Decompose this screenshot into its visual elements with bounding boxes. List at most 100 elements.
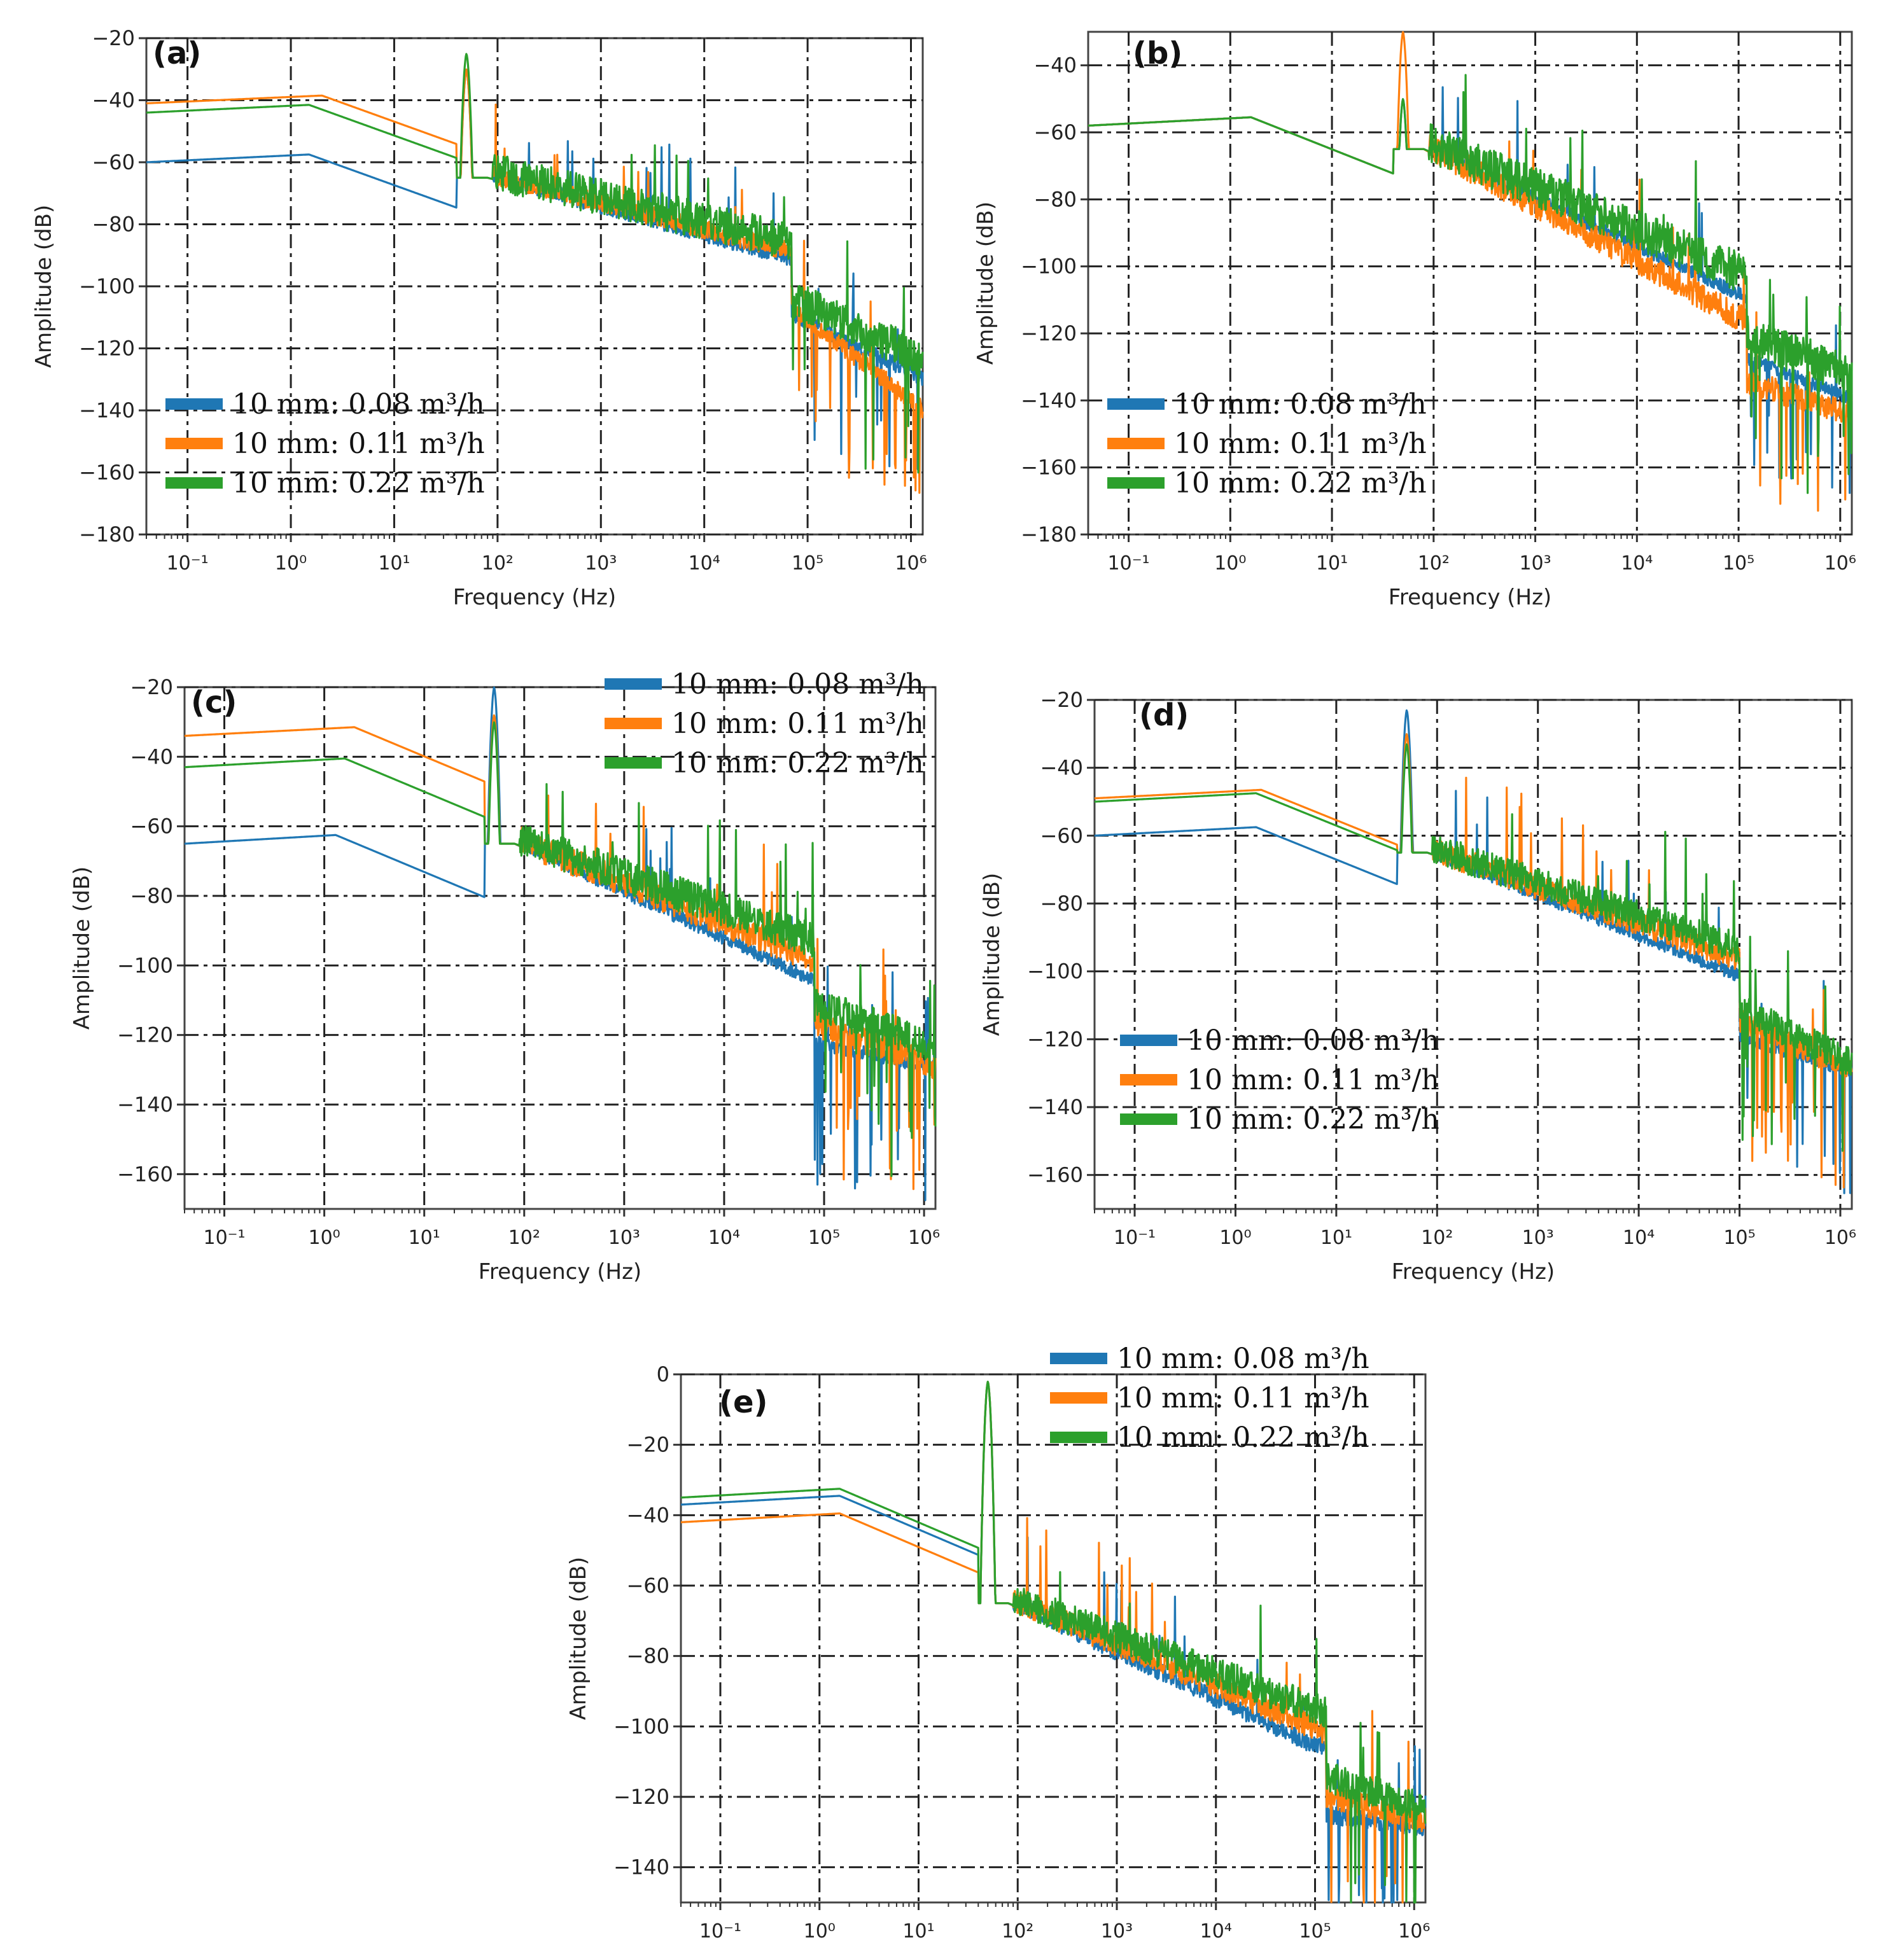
x-tick-label: 10¹	[902, 1920, 934, 1940]
x-tick-label: 10⁰	[1219, 1227, 1251, 1249]
x-tick-label: 10³	[608, 1227, 640, 1249]
legend-swatch	[605, 757, 662, 769]
x-tick-label: 10⁻¹	[1108, 552, 1150, 575]
y-tick-label: −180	[79, 522, 135, 547]
x-tick-label: 10⁶	[1398, 1920, 1430, 1940]
x-tick-label: 10⁴	[1621, 552, 1653, 575]
chart-panel-a: 10⁻¹ 10⁰ 10¹ 10² 10³ 10⁴ 10⁵ 10⁶ −20 −40 −60 −80 −10…	[31, 26, 927, 610]
x-tick-label: 10³	[1519, 552, 1551, 575]
series-line-3	[1088, 74, 1853, 494]
chart-panel-e: 10⁻¹ 10⁰ 10¹ 10² 10³ 10⁴ 10⁵ 10⁶ 0 −20 −40 −60 −80 −1…	[566, 1343, 1430, 1940]
y-tick-label: −80	[626, 1644, 669, 1668]
x-tick-label: 10⁰	[1214, 552, 1246, 575]
legend-entry: 10 mm: 0.22 m³/h	[232, 467, 485, 499]
x-tick-label: 10⁴	[1623, 1227, 1655, 1249]
x-tick-label: 10⁵	[1299, 1920, 1331, 1940]
legend: 10 mm: 0.08 m³/h 10 mm: 0.11 m³/h 10 mm: 0…	[605, 668, 924, 779]
x-tick-label: 10⁻¹	[203, 1227, 245, 1249]
legend-swatch	[1050, 1432, 1107, 1443]
y-tick-label: −60	[626, 1574, 669, 1598]
y-tick-label: −80	[92, 213, 135, 237]
legend-swatch	[1107, 477, 1165, 489]
legend-entry: 10 mm: 0.08 m³/h	[1187, 1024, 1439, 1057]
y-tick-label: −140	[1027, 1095, 1083, 1119]
y-tick-label: −20	[1040, 688, 1083, 712]
y-tick-label: −100	[613, 1714, 669, 1738]
panel-label: (a)	[153, 36, 201, 71]
x-tick-label: 10³	[1522, 1227, 1554, 1249]
legend-entry: 10 mm: 0.08 m³/h	[1117, 1343, 1369, 1375]
legend-swatch	[165, 438, 223, 449]
x-tick-label: 10⁰	[804, 1920, 836, 1940]
x-tick-label: 10¹	[409, 1227, 440, 1249]
x-tick-label: 10²	[1418, 552, 1450, 575]
chart-panel-d: 10⁻¹ 10⁰ 10¹ 10² 10³ 10⁴ 10⁵ 10⁶ −20 −40 −60 −80 −10…	[979, 688, 1856, 1285]
y-tick-label: −80	[130, 884, 173, 908]
legend-swatch	[1120, 1035, 1177, 1046]
y-tick-label: −60	[1033, 120, 1077, 144]
legend-swatch	[1050, 1392, 1107, 1404]
legend-swatch	[1050, 1353, 1107, 1364]
chart-panel-c: 10⁻¹ 10⁰ 10¹ 10² 10³ 10⁴ 10⁵ 10⁶ −20 −40 −60 −80 −10…	[69, 668, 940, 1285]
x-tick-label: 10⁰	[275, 552, 307, 575]
y-axis-label: Amplitude (dB)	[566, 1557, 591, 1720]
x-tick-label: 10²	[508, 1227, 540, 1249]
x-tick-label: 10³	[585, 552, 617, 575]
y-axis-label: Amplitude (dB)	[69, 867, 95, 1029]
x-tick-label: 10²	[482, 552, 514, 575]
x-tick-label: 10⁶	[1824, 552, 1856, 575]
x-tick-label: 10⁴	[689, 552, 720, 575]
x-tick-label: 10¹	[378, 552, 410, 575]
y-tick-label: −120	[1027, 1027, 1083, 1051]
x-axis-label: Frequency (Hz)	[479, 1259, 641, 1285]
y-axis-label: Amplitude (dB)	[973, 202, 998, 365]
panel-label: (c)	[191, 685, 237, 720]
plot-frame	[1093, 699, 1853, 1210]
legend-swatch	[1120, 1074, 1177, 1085]
x-tick-label: 10⁵	[792, 552, 823, 575]
y-tick-label: −120	[79, 337, 135, 361]
x-axis-label: Frequency (Hz)	[1392, 1259, 1555, 1285]
x-tick-label: 10⁶	[908, 1227, 940, 1249]
legend: 10 mm: 0.08 m³/h 10 mm: 0.11 m³/h 10 mm: 0…	[1107, 388, 1427, 499]
legend-entry: 10 mm: 0.08 m³/h	[1174, 388, 1427, 421]
legend-entry: 10 mm: 0.08 m³/h	[671, 668, 924, 701]
legend-entry: 10 mm: 0.11 m³/h	[1117, 1382, 1369, 1414]
y-tick-label: −80	[1040, 891, 1083, 916]
legend-entry: 10 mm: 0.22 m³/h	[1174, 467, 1427, 499]
legend-entry: 10 mm: 0.08 m³/h	[232, 388, 485, 421]
x-tick-label: 10⁵	[1723, 1227, 1755, 1249]
x-tick-label: 10⁵	[808, 1227, 840, 1249]
x-tick-label: 10⁰	[308, 1227, 340, 1249]
y-tick-label: −20	[626, 1433, 669, 1457]
legend-swatch	[605, 678, 662, 690]
y-tick-label: −40	[1033, 53, 1077, 78]
x-tick-label: 10²	[1421, 1227, 1453, 1249]
x-tick-label: 10⁶	[895, 552, 927, 575]
legend-swatch	[1107, 398, 1165, 410]
legend-entry: 10 mm: 0.11 m³/h	[232, 428, 485, 460]
legend-swatch	[605, 718, 662, 729]
panel-label: (b)	[1133, 36, 1182, 71]
legend-entry: 10 mm: 0.11 m³/h	[1187, 1064, 1439, 1096]
y-tick-label: −40	[130, 744, 173, 769]
y-tick-label: 0	[657, 1362, 669, 1386]
series-line-3	[184, 721, 937, 1177]
x-tick-label: 10³	[1101, 1920, 1133, 1940]
x-tick-label: 10⁻¹	[167, 552, 209, 575]
legend-entry: 10 mm: 0.22 m³/h	[671, 747, 924, 779]
legend: 10 mm: 0.08 m³/h 10 mm: 0.11 m³/h 10 mm: 0…	[165, 388, 485, 499]
y-tick-label: −40	[92, 88, 135, 113]
x-tick-label: 10⁴	[1200, 1920, 1232, 1940]
series-line-3	[680, 1381, 1427, 1904]
legend-swatch	[165, 398, 223, 410]
panel-label: (d)	[1139, 697, 1189, 733]
legend-entry: 10 mm: 0.22 m³/h	[1117, 1421, 1369, 1454]
y-tick-label: −120	[117, 1023, 173, 1047]
x-tick-label: 10⁻¹	[1114, 1227, 1156, 1249]
y-tick-label: −60	[1040, 823, 1083, 848]
panel-label: (e)	[719, 1385, 767, 1420]
x-tick-label: 10¹	[1316, 552, 1348, 575]
y-tick-label: −120	[1021, 321, 1077, 345]
